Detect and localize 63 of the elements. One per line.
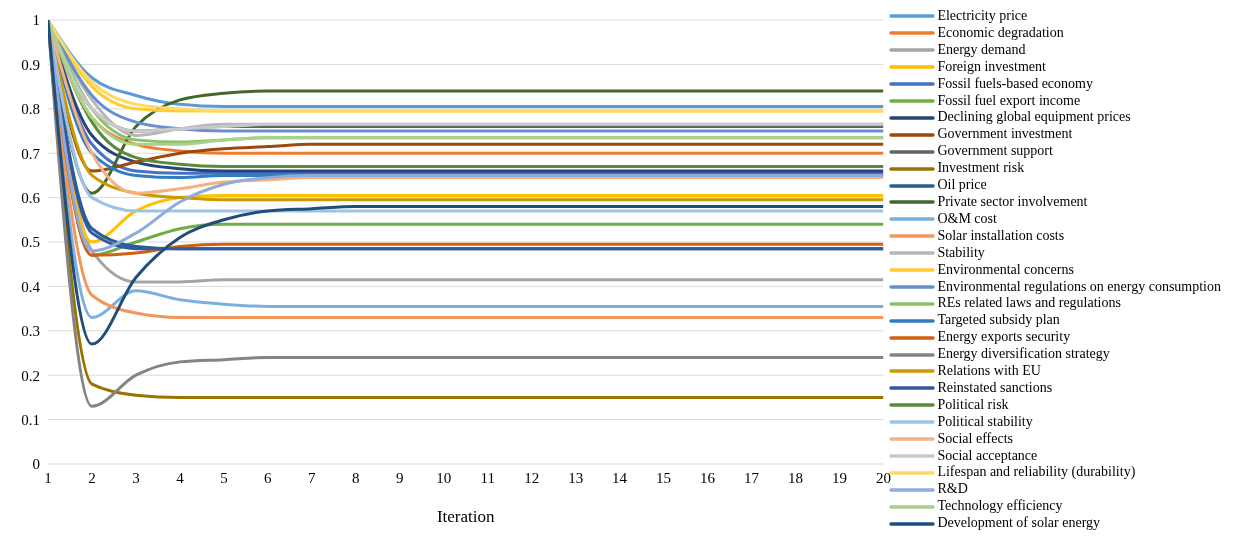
legend-label: Energy diversification strategy bbox=[937, 346, 1110, 364]
legend-label: Reinstated sanctions bbox=[937, 379, 1053, 397]
x-tick-label: 8 bbox=[352, 469, 360, 486]
legend-label: Fossil fuels-based economy bbox=[937, 75, 1093, 93]
x-axis-title: Iteration bbox=[436, 507, 495, 526]
x-tick-label: 18 bbox=[787, 469, 803, 486]
x-tick-label: 5 bbox=[220, 469, 228, 486]
legend-label: Social effects bbox=[937, 430, 1013, 448]
y-tick-label: 0.5 bbox=[21, 234, 40, 251]
legend-label: Environmental regulations on energy consumption bbox=[937, 278, 1221, 296]
y-tick-label: 0.1 bbox=[21, 411, 40, 428]
y-tick-label: 1 bbox=[32, 12, 40, 29]
x-tick-label: 4 bbox=[176, 469, 185, 486]
x-tick-label: 14 bbox=[612, 469, 628, 486]
legend-label: Relations with EU bbox=[937, 363, 1041, 380]
legend-label: REs related laws and regulations bbox=[937, 295, 1121, 313]
legend-label: Economic degradation bbox=[937, 24, 1064, 42]
y-tick-label: 0 bbox=[32, 456, 40, 473]
legend-label: Targeted subsidy plan bbox=[937, 312, 1060, 330]
x-tick-label: 17 bbox=[744, 469, 760, 486]
x-tick-label: 10 bbox=[436, 469, 452, 486]
y-tick-label: 0.4 bbox=[21, 278, 41, 295]
legend-label: Electricity price bbox=[937, 8, 1028, 25]
legend-label: Political risk bbox=[937, 396, 1009, 414]
y-tick-label: 0.8 bbox=[21, 101, 40, 118]
legend-label: Lifespan and reliability (durability) bbox=[937, 464, 1136, 482]
legend-label: Private sector involvement bbox=[937, 193, 1088, 211]
x-tick-label: 16 bbox=[700, 469, 716, 486]
x-tick-label: 1 bbox=[44, 469, 52, 486]
x-tick-label: 2 bbox=[88, 469, 96, 486]
x-tick-label: 11 bbox=[480, 469, 495, 486]
x-tick-label: 6 bbox=[264, 469, 273, 486]
legend-label: Fossil fuel export income bbox=[937, 92, 1081, 110]
y-tick-label: 0.2 bbox=[21, 367, 40, 384]
x-tick-label: 19 bbox=[831, 469, 847, 486]
y-tick-label: 0.7 bbox=[21, 145, 41, 162]
x-tick-label: 15 bbox=[656, 469, 672, 486]
legend-label: Energy demand bbox=[937, 41, 1026, 59]
legend-label: Development of solar energy bbox=[937, 515, 1101, 533]
x-tick-label: 20 bbox=[875, 469, 891, 486]
legend-label: Environmental concerns bbox=[937, 261, 1074, 279]
y-tick-label: 0.6 bbox=[21, 189, 41, 206]
legend-label: Stability bbox=[937, 244, 985, 262]
legend-label: Political stability bbox=[937, 413, 1033, 431]
legend-label: Government support bbox=[937, 143, 1053, 161]
legend-label: Social acceptance bbox=[937, 447, 1038, 465]
legend-label: R&D bbox=[937, 481, 968, 499]
legend-label: Declining global equipment prices bbox=[937, 109, 1131, 127]
legend-label: Oil price bbox=[937, 177, 987, 194]
x-tick-label: 9 bbox=[396, 469, 404, 486]
y-tick-label: 0.3 bbox=[21, 323, 40, 340]
legend-label: Energy exports security bbox=[937, 329, 1071, 347]
x-tick-label: 3 bbox=[132, 469, 140, 486]
x-tick-label: 13 bbox=[568, 469, 584, 486]
legend-label: Foreign investment bbox=[937, 58, 1046, 76]
x-tick-label: 12 bbox=[524, 469, 540, 486]
legend-label: Solar installation costs bbox=[937, 227, 1065, 245]
legend-label: Government investment bbox=[937, 126, 1073, 144]
legend-label: O&M cost bbox=[937, 210, 997, 228]
legend-label: Investment risk bbox=[937, 160, 1025, 178]
x-tick-label: 7 bbox=[308, 469, 317, 486]
legend-label: Technology efficiency bbox=[937, 498, 1063, 516]
y-tick-label: 0.9 bbox=[21, 56, 40, 73]
